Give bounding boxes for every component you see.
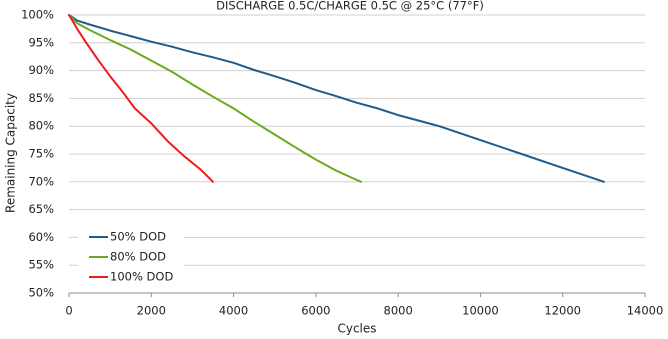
legend-label: 80% DOD: [110, 250, 166, 264]
y-tick-label: 90%: [28, 63, 54, 77]
y-tick-label: 95%: [28, 35, 54, 49]
y-tick-label: 50%: [28, 286, 54, 300]
series-line-2: [68, 14, 214, 183]
x-tick-label: 12000: [544, 304, 581, 318]
y-tick-label: 70%: [28, 174, 54, 188]
legend: 50% DOD 80% DOD 100% DOD: [78, 226, 184, 290]
legend-label: 50% DOD: [110, 230, 166, 244]
x-tick-label: 0: [65, 304, 72, 318]
legend-label: 100% DOD: [110, 270, 173, 284]
data-series: [68, 14, 605, 183]
y-tick-label: 60%: [28, 230, 54, 244]
y-tick-label: 65%: [28, 202, 54, 216]
chart-title: DISCHARGE 0.5C/CHARGE 0.5C @ 25°C (77°F): [216, 0, 484, 13]
x-tick-label: 8000: [384, 304, 413, 318]
x-tick-label: 4000: [219, 304, 248, 318]
series-line-0: [68, 14, 605, 183]
x-tick-label: 14000: [627, 304, 664, 318]
x-tick-label: 10000: [462, 304, 499, 318]
y-tick-label: 85%: [28, 91, 54, 105]
y-tick-label: 80%: [28, 119, 54, 133]
x-axis-title: Cycles: [337, 322, 376, 336]
axes: 50% 55% 60% 65% 70% 75% 80% 85% 90% 95% 100% 0 2000 4…: [21, 8, 663, 318]
y-tick-label: 100%: [21, 8, 54, 22]
series-line-1: [68, 14, 363, 183]
y-tick-label: 55%: [28, 258, 54, 272]
y-axis-title: Remaining Capacity: [4, 93, 18, 213]
x-tick-label: 6000: [301, 304, 330, 318]
x-tick-label: 2000: [137, 304, 166, 318]
y-tick-label: 75%: [28, 147, 54, 161]
